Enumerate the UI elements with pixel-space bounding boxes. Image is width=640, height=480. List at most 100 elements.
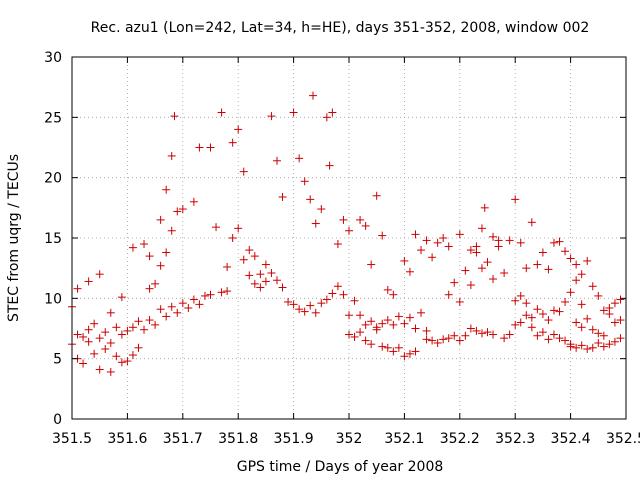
data-point: [317, 299, 326, 308]
data-point: [428, 336, 437, 345]
data-point: [145, 316, 154, 325]
data-point: [544, 335, 553, 344]
data-point: [278, 192, 287, 201]
data-point: [217, 288, 226, 297]
data-point: [549, 306, 558, 315]
data-point: [505, 330, 514, 339]
x-tick-label: 351.6: [107, 431, 147, 447]
data-point: [610, 299, 619, 308]
data-point: [367, 317, 376, 326]
data-point: [311, 219, 320, 228]
data-point: [422, 326, 431, 335]
y-tick-label: 25: [44, 110, 62, 126]
data-point: [544, 265, 553, 274]
data-point: [544, 316, 553, 325]
data-point: [234, 224, 243, 233]
data-point: [489, 275, 498, 284]
data-point: [228, 138, 237, 147]
data-point: [311, 308, 320, 317]
data-point: [272, 156, 281, 165]
data-point: [599, 306, 608, 315]
data-point: [389, 320, 398, 329]
data-point: [206, 290, 215, 299]
data-point: [527, 218, 536, 227]
data-point: [295, 305, 304, 314]
chart-title: Rec. azu1 (Lon=242, Lat=34, h=HE), days …: [91, 20, 590, 36]
data-point: [306, 195, 315, 204]
data-point: [173, 207, 182, 216]
x-tick-label: 351.9: [274, 431, 314, 447]
data-point: [123, 326, 132, 335]
y-tick-label: 0: [53, 412, 62, 428]
data-point: [228, 234, 237, 242]
data-point: [325, 161, 334, 170]
data-point: [411, 230, 420, 239]
x-axis-ticks: 351.5 351.6 351.7 351.8 351.9 352 352.1 352.2 35…: [52, 57, 640, 447]
data-point: [433, 338, 442, 347]
data-point: [184, 303, 193, 312]
data-point: [577, 341, 586, 350]
data-point: [367, 260, 376, 269]
data-point: [372, 323, 381, 332]
x-tick-label: 352: [336, 431, 363, 447]
data-point: [345, 330, 353, 339]
data-point: [405, 349, 414, 358]
data-point: [151, 320, 160, 329]
data-point: [250, 279, 259, 288]
data-point: [422, 335, 431, 344]
data-point: [433, 238, 442, 247]
data-point: [538, 248, 547, 257]
data-point: [616, 334, 625, 343]
data-point: [610, 318, 619, 327]
x-tick-label: 352.4: [551, 431, 591, 447]
data-point: [477, 224, 486, 233]
data-point: [317, 205, 326, 214]
data-point: [189, 197, 198, 206]
data-point: [239, 167, 248, 176]
data-point: [561, 247, 570, 256]
data-point: [555, 307, 564, 316]
data-point: [383, 343, 392, 352]
data-point: [538, 328, 547, 337]
data-point: [322, 113, 331, 122]
data-point: [267, 268, 276, 277]
data-point: [538, 310, 547, 319]
data-point: [106, 308, 115, 317]
data-point: [428, 253, 437, 262]
data-point: [284, 297, 293, 306]
data-point: [339, 290, 348, 299]
x-tick-label: 351.8: [218, 431, 258, 447]
data-point: [522, 311, 531, 320]
data-point: [533, 331, 542, 340]
data-point: [167, 226, 176, 235]
data-point: [173, 308, 182, 317]
data-point: [583, 345, 592, 354]
data-point: [494, 242, 503, 251]
y-tick-label: 20: [44, 171, 62, 187]
data-point: [605, 340, 614, 349]
data-point: [256, 283, 265, 292]
data-point: [156, 215, 165, 224]
data-point: [195, 143, 204, 152]
data-point: [588, 282, 597, 291]
data-point: [345, 311, 353, 320]
data-point: [461, 266, 470, 275]
data-point: [84, 277, 93, 286]
data-point: [527, 323, 536, 332]
data-point: [145, 284, 154, 293]
data-point: [73, 284, 82, 293]
data-point: [101, 328, 110, 337]
data-point: [477, 329, 486, 338]
data-point: [356, 311, 365, 320]
data-point: [162, 248, 171, 257]
data-point: [572, 343, 581, 352]
data-point: [84, 337, 93, 346]
data-point: [411, 324, 420, 333]
data-point: [594, 329, 603, 338]
data-point: [333, 282, 342, 291]
data-point: [383, 316, 392, 325]
data-point: [483, 258, 492, 267]
data-point: [117, 293, 126, 302]
data-point: [378, 342, 387, 351]
data-point: [400, 256, 409, 265]
